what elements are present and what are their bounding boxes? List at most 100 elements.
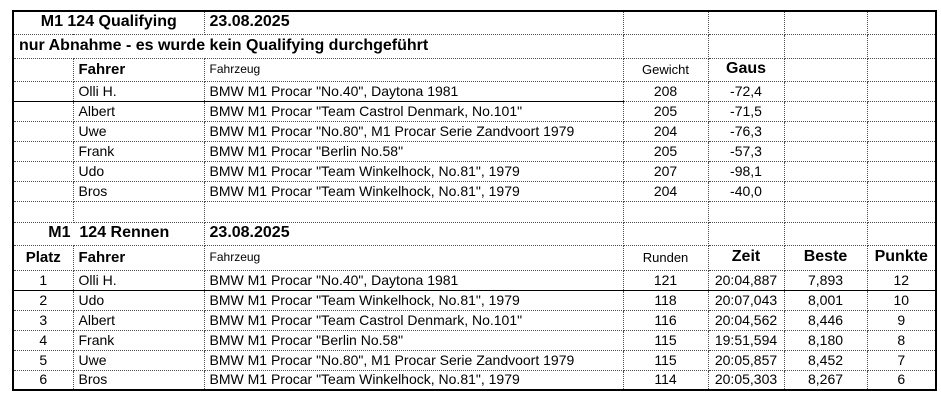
- cell-beste[interactable]: 8,446: [783, 309, 868, 331]
- cell-fahrer[interactable]: Udo: [72, 160, 205, 182]
- cell-gewicht[interactable]: 205: [622, 140, 709, 162]
- cell-fahrer[interactable]: Olli H.: [72, 269, 205, 291]
- cell-fahrer[interactable]: Uwe: [72, 349, 205, 371]
- empty-cell[interactable]: [866, 160, 937, 182]
- empty-cell[interactable]: [866, 100, 937, 122]
- cell-gewicht[interactable]: 205: [622, 100, 709, 122]
- cell-platz[interactable]: 3: [12, 309, 74, 331]
- cell-platz[interactable]: 5: [12, 349, 74, 371]
- cell-beste[interactable]: 8,452: [783, 349, 868, 371]
- cell-fahrzeug[interactable]: BMW M1 Procar "No.80", M1 Procar Serie Z…: [203, 120, 624, 142]
- qualifying-header-fahrzeug[interactable]: Fahrzeug: [203, 57, 624, 82]
- race-date-cell[interactable]: 23.08.2025: [203, 221, 624, 246]
- cell-fahrzeug[interactable]: BMW M1 Procar "No.40", Daytona 1981: [203, 269, 624, 291]
- empty-cell[interactable]: [783, 180, 868, 202]
- empty-cell[interactable]: [783, 221, 868, 246]
- empty-cell[interactable]: [783, 57, 868, 82]
- empty-cell[interactable]: [866, 80, 937, 102]
- empty-cell[interactable]: [783, 80, 868, 102]
- race-header-platz[interactable]: Platz: [12, 244, 74, 271]
- cell-fahrer[interactable]: Albert: [72, 309, 205, 331]
- empty-cell[interactable]: [707, 221, 785, 246]
- empty-cell[interactable]: [866, 57, 937, 82]
- cell-zeit[interactable]: 20:05,303: [707, 369, 785, 391]
- empty-cell[interactable]: [12, 200, 74, 223]
- cell-platz[interactable]: 4: [12, 329, 74, 351]
- cell-gaus[interactable]: -98,1: [707, 160, 785, 182]
- empty-cell[interactable]: [622, 33, 709, 59]
- empty-cell[interactable]: [866, 120, 937, 142]
- qualifying-header-gewicht[interactable]: Gewicht: [622, 57, 709, 82]
- empty-cell[interactable]: [866, 33, 937, 59]
- cell-gewicht[interactable]: 204: [622, 120, 709, 142]
- empty-cell[interactable]: [866, 10, 937, 35]
- cell-beste[interactable]: 8,267: [783, 369, 868, 391]
- empty-cell[interactable]: [203, 200, 624, 223]
- cell-zeit[interactable]: 20:07,043: [707, 289, 785, 311]
- cell-fahrer[interactable]: Albert: [72, 100, 205, 122]
- cell-gaus[interactable]: -40,0: [707, 180, 785, 202]
- empty-cell[interactable]: [707, 200, 785, 223]
- empty-cell[interactable]: [622, 10, 709, 35]
- cell-fahrzeug[interactable]: BMW M1 Procar "Team Winkelhock, No.81", …: [203, 160, 624, 182]
- empty-cell[interactable]: [783, 100, 868, 122]
- cell-gaus[interactable]: -76,3: [707, 120, 785, 142]
- qualifying-date-cell[interactable]: 23.08.2025: [203, 10, 624, 35]
- cell-fahrer[interactable]: Olli H.: [72, 80, 205, 102]
- empty-cell[interactable]: [783, 10, 868, 35]
- empty-cell[interactable]: [783, 140, 868, 162]
- empty-cell[interactable]: [12, 100, 74, 122]
- qualifying-notice-cell[interactable]: nur Abnahme - es wurde kein Qualifying d…: [12, 33, 624, 59]
- cell-fahrer[interactable]: Uwe: [72, 120, 205, 142]
- empty-cell[interactable]: [783, 200, 868, 223]
- race-header-runden[interactable]: Runden: [622, 244, 709, 271]
- cell-runden[interactable]: 115: [622, 349, 709, 371]
- empty-cell[interactable]: [12, 120, 74, 142]
- empty-cell[interactable]: [866, 140, 937, 162]
- empty-cell[interactable]: [12, 80, 74, 102]
- empty-cell[interactable]: [783, 120, 868, 142]
- race-title-cell[interactable]: M1 124 Rennen: [12, 221, 205, 246]
- cell-runden[interactable]: 118: [622, 289, 709, 311]
- cell-gewicht[interactable]: 207: [622, 160, 709, 182]
- cell-fahrzeug[interactable]: BMW M1 Procar "Team Winkelhock, No.81", …: [203, 289, 624, 311]
- cell-zeit[interactable]: 20:05,857: [707, 349, 785, 371]
- cell-fahrer[interactable]: Frank: [72, 329, 205, 351]
- cell-runden[interactable]: 115: [622, 329, 709, 351]
- cell-punkte[interactable]: 6: [866, 369, 937, 391]
- empty-cell[interactable]: [12, 180, 74, 202]
- cell-fahrzeug[interactable]: BMW M1 Procar "Berlin No.58": [203, 140, 624, 162]
- cell-punkte[interactable]: 8: [866, 329, 937, 351]
- cell-gaus[interactable]: -72,4: [707, 80, 785, 102]
- empty-cell[interactable]: [707, 33, 785, 59]
- cell-fahrer[interactable]: Udo: [72, 289, 205, 311]
- cell-platz[interactable]: 2: [12, 289, 74, 311]
- empty-cell[interactable]: [622, 221, 709, 246]
- cell-punkte[interactable]: 7: [866, 349, 937, 371]
- cell-runden[interactable]: 114: [622, 369, 709, 391]
- cell-punkte[interactable]: 12: [866, 269, 937, 291]
- empty-cell[interactable]: [783, 33, 868, 59]
- race-header-punkte[interactable]: Punkte: [866, 244, 937, 271]
- cell-beste[interactable]: 7,893: [783, 269, 868, 291]
- cell-punkte[interactable]: 10: [866, 289, 937, 311]
- cell-zeit[interactable]: 20:04,887: [707, 269, 785, 291]
- cell-fahrzeug[interactable]: BMW M1 Procar "Team Winkelhock, No.81", …: [203, 369, 624, 391]
- cell-beste[interactable]: 8,001: [783, 289, 868, 311]
- cell-gaus[interactable]: -57,3: [707, 140, 785, 162]
- qualifying-header-fahrer[interactable]: Fahrer: [72, 57, 205, 82]
- cell-fahrer[interactable]: Bros: [72, 180, 205, 202]
- cell-zeit[interactable]: 19:51,594: [707, 329, 785, 351]
- empty-cell[interactable]: [866, 180, 937, 202]
- cell-gewicht[interactable]: 208: [622, 80, 709, 102]
- empty-cell[interactable]: [866, 200, 937, 223]
- empty-cell[interactable]: [72, 200, 205, 223]
- race-header-fahrer[interactable]: Fahrer: [72, 244, 205, 271]
- cell-punkte[interactable]: 9: [866, 309, 937, 331]
- empty-cell[interactable]: [622, 200, 709, 223]
- cell-fahrzeug[interactable]: BMW M1 Procar "No.40", Daytona 1981: [203, 80, 624, 102]
- cell-fahrzeug[interactable]: BMW M1 Procar "Berlin No.58": [203, 329, 624, 351]
- empty-cell[interactable]: [12, 140, 74, 162]
- cell-fahrzeug[interactable]: BMW M1 Procar "Team Winkelhock, No.81", …: [203, 180, 624, 202]
- cell-runden[interactable]: 121: [622, 269, 709, 291]
